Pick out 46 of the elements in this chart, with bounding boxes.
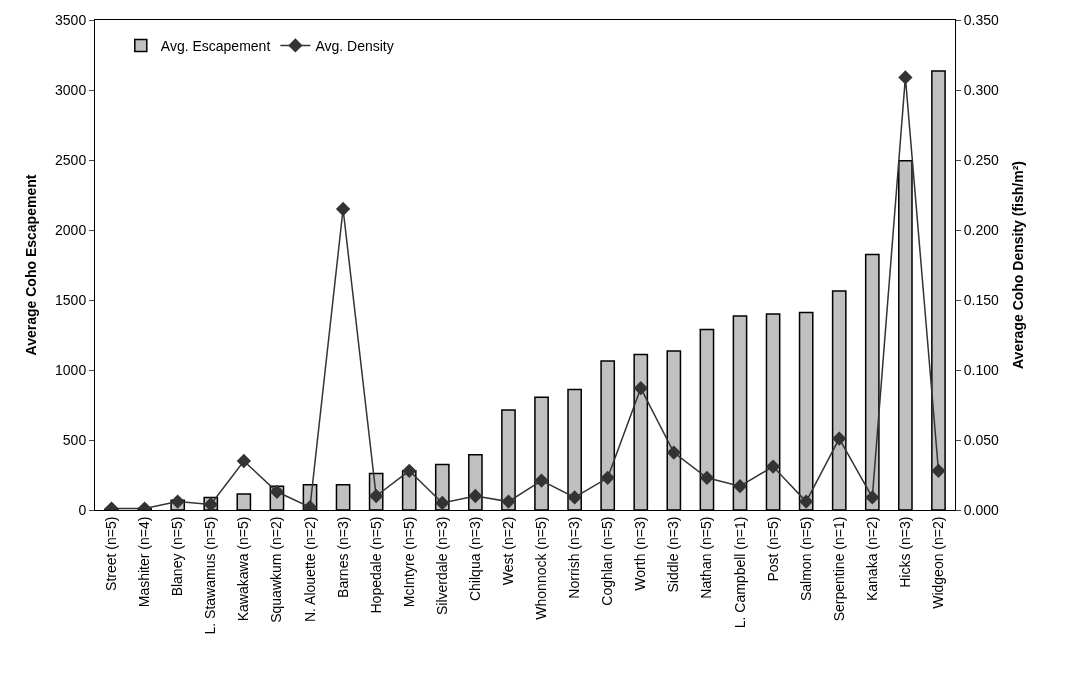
- x-tick-label: N. Alouette (n=2): [301, 516, 318, 623]
- y-tick-label: 500: [62, 431, 87, 448]
- x-tick-label: Widgeon (n=2): [930, 516, 947, 609]
- x-tick-label: Post (n=5): [764, 516, 781, 582]
- x-tick-label: McIntyre (n=5): [400, 516, 417, 608]
- y-axis-title: Average Coho Escapement: [22, 174, 39, 356]
- y-tick-label: 3500: [55, 11, 87, 28]
- x-tick-label: Salmon (n=5): [797, 516, 814, 602]
- x-tick-label: Worth (n=3): [632, 516, 649, 591]
- x-tick-label: L. Campbell (n=1): [731, 516, 748, 629]
- x-tick-label: Nathan (n=5): [698, 516, 715, 599]
- x-tick-label: Barnes (n=3): [334, 516, 351, 598]
- y2-tick-label: 0.250: [963, 151, 1000, 168]
- y-tick-label: 1000: [55, 361, 87, 378]
- legend-label: Avg. Density: [315, 37, 394, 54]
- x-tick-label: Norrish (n=3): [566, 516, 583, 599]
- x-tick-label: Chilqua (n=3): [466, 516, 483, 602]
- y-tick-label: 2500: [55, 151, 87, 168]
- y-tick-label: 2000: [55, 221, 87, 238]
- y2-tick-label: 0.000: [963, 501, 1000, 518]
- y2-tick-label: 0.100: [963, 361, 1000, 378]
- x-tick-label: Siddle (n=3): [665, 516, 682, 593]
- x-tick-label: West (n=2): [500, 516, 517, 586]
- y2-tick-label: 0.050: [963, 431, 1000, 448]
- y2-tick-label: 0.300: [963, 81, 1000, 98]
- x-tick-label: L. Stawamus (n=5): [202, 516, 219, 635]
- legend-label: Avg. Escapement: [160, 37, 271, 54]
- x-tick-label: Hopedale (n=5): [367, 516, 384, 614]
- x-tick-label: Blaney (n=5): [169, 516, 186, 597]
- y2-tick-label: 0.350: [963, 11, 1000, 28]
- x-tick-label: Whonnock (n=5): [533, 516, 550, 620]
- y2-axis-title: Average Coho Density (fish/m²): [1010, 161, 1027, 369]
- y-tick-label: 3000: [55, 81, 87, 98]
- y2-tick-label: 0.200: [963, 221, 1000, 238]
- y-tick-label: 0: [78, 501, 87, 518]
- x-tick-label: Street (n=5): [103, 516, 120, 591]
- x-tick-label: Squawkum (n=2): [268, 516, 285, 623]
- y2-tick-label: 0.150: [963, 291, 1000, 308]
- y-tick-label: 1500: [55, 291, 87, 308]
- x-tick-label: Coghlan (n=5): [599, 516, 616, 606]
- x-tick-label: Mashiter (n=4): [136, 516, 153, 608]
- x-tick-label: Silverdale (n=3): [433, 516, 450, 616]
- x-tick-label: Kawakawa (n=5): [235, 516, 252, 622]
- x-tick-label: Kanaka (n=2): [863, 516, 880, 602]
- x-tick-label: Serpentine (n=1): [830, 516, 847, 622]
- x-tick-label: Hicks (n=3): [896, 516, 913, 588]
